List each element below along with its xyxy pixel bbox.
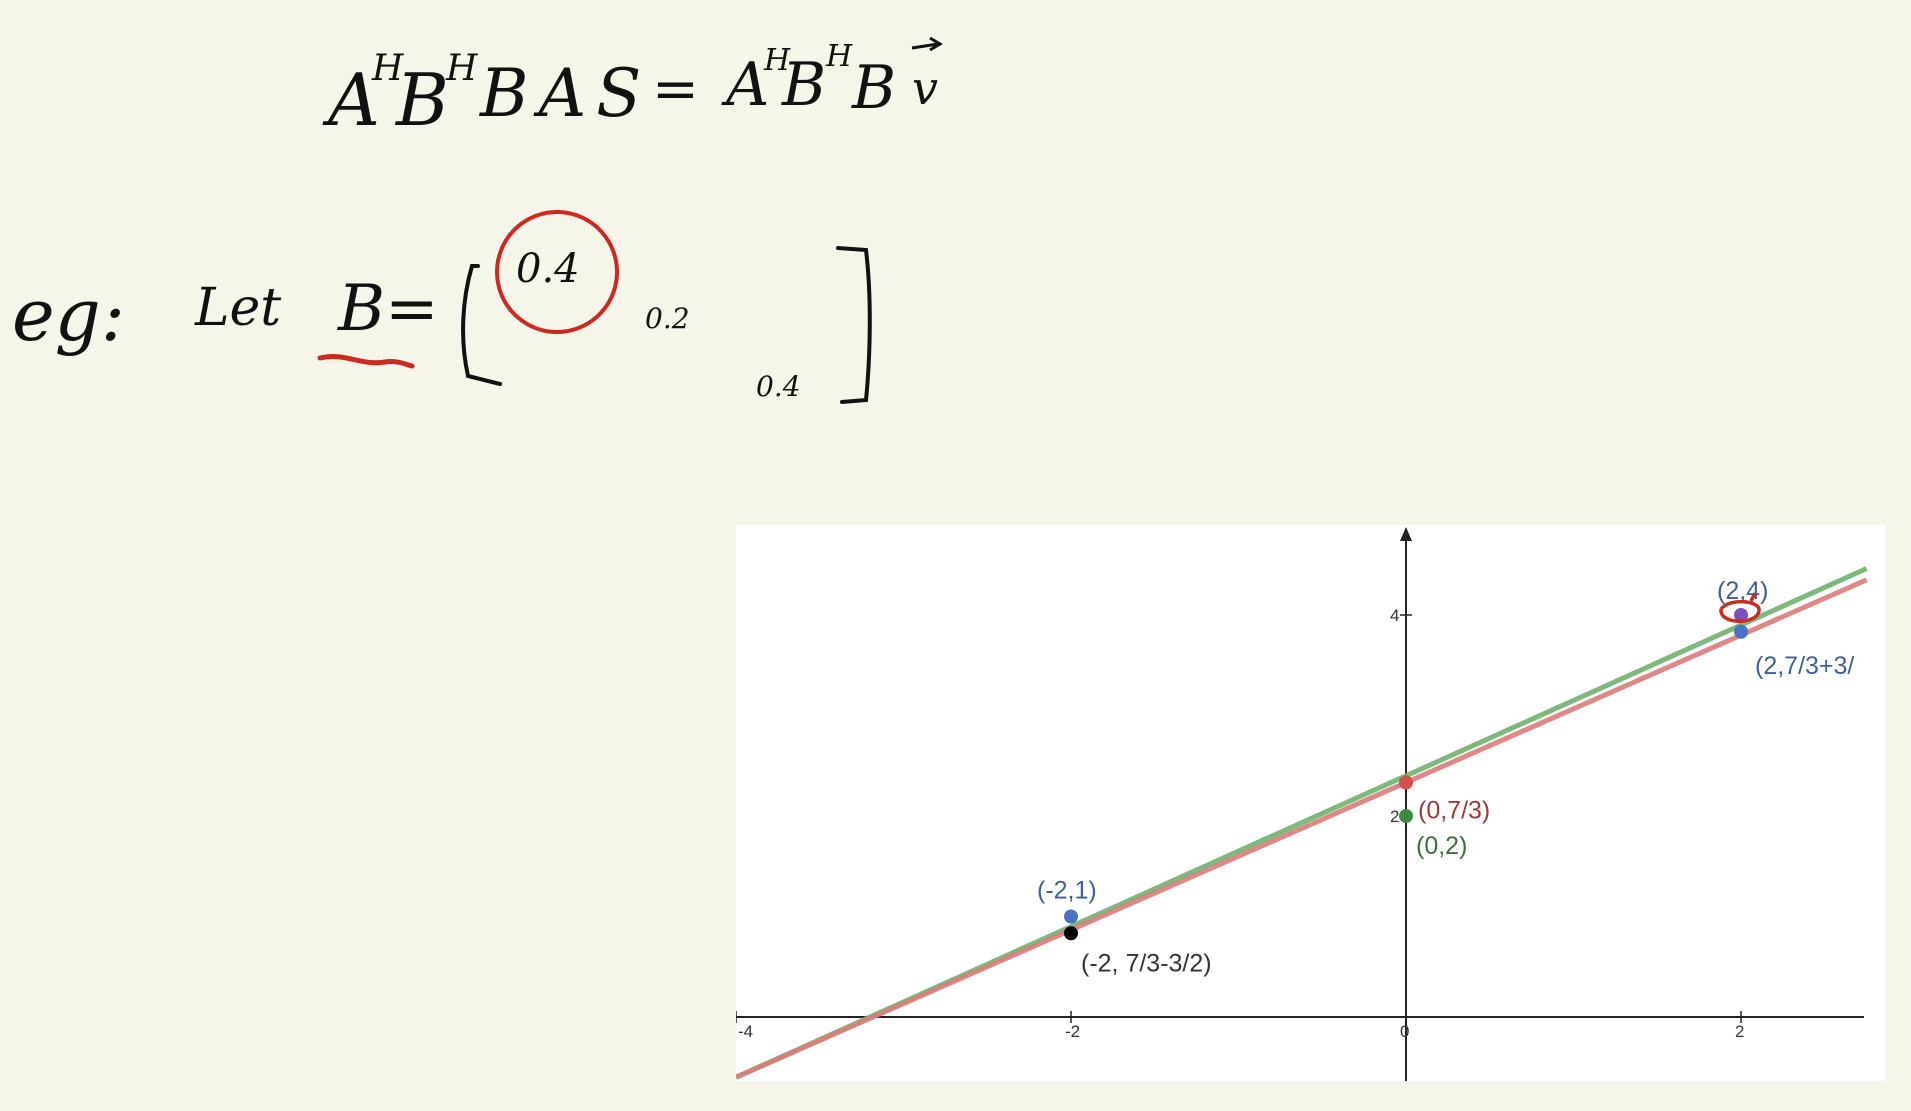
let-word: Let: [194, 278, 281, 338]
data-point: [1734, 624, 1748, 639]
data-point: [1399, 809, 1413, 823]
circle-annotation: [495, 210, 619, 334]
circle-annotation-icon: [1719, 592, 1761, 623]
normal-equation: A H B H BAS = A H B H B v: [322, 36, 943, 142]
example-prefix: eg:: [12, 273, 125, 357]
point-label: (0,2): [1416, 832, 1467, 860]
vector-arrow-icon: [911, 36, 943, 52]
eq-lhs-sup1: H: [371, 48, 404, 89]
eq-rhs-sup1: H: [763, 43, 791, 78]
data-point: [1399, 775, 1413, 790]
matrix-entry-12: 0.2: [645, 302, 690, 335]
eq-lhs-sup2: H: [445, 48, 478, 89]
point-label: (2,7/3+3/: [1755, 652, 1854, 680]
coordinate-graph: -4 -2 0 2 2 4 (-2,1) (-2, 7/3-3/2) (0,7/3) (0,2) (…: [736, 527, 1868, 1081]
left-bracket: [461, 264, 502, 386]
point-label: (-2,1): [1037, 877, 1097, 905]
underline-annotation: [317, 354, 415, 369]
eq-rhs-vec: v: [912, 61, 938, 115]
eq-rhs-sup2: H: [825, 39, 853, 74]
eq-lhs-a: A: [322, 58, 380, 142]
x-tick-label: 0: [1400, 1022, 1409, 1041]
matrix-entry-11: 0.4: [516, 246, 580, 292]
eq-equals: =: [652, 57, 699, 122]
right-bracket: [836, 246, 872, 404]
plot-line: [736, 577, 1868, 1080]
y-tick-label: 2: [1390, 807, 1399, 826]
y-axis-arrow-icon: [1400, 527, 1412, 541]
y-tick-label: 4: [1390, 606, 1399, 625]
point-label: (0,7/3): [1418, 797, 1490, 825]
eq-lhs-tail: BAS: [479, 55, 651, 132]
point-label: (-2, 7/3-3/2): [1081, 949, 1212, 977]
eq-lhs-b: B: [394, 58, 449, 142]
data-point: [1734, 608, 1748, 622]
matrix-entry-22: 0.4: [756, 370, 801, 403]
eq-rhs-tail: B: [851, 53, 896, 123]
handwritten-notes: A H B H BAS = A H B H B v eg: Let B= 0.4…: [12, 36, 943, 404]
x-tick-label: -2: [1065, 1022, 1080, 1041]
data-point: [1064, 909, 1078, 924]
x-tick-label: 2: [1735, 1022, 1744, 1041]
eq-rhs-a: A: [721, 50, 769, 120]
matrix-name: B=: [337, 272, 439, 346]
x-tick-label: -4: [738, 1022, 753, 1041]
eq-rhs-b: B: [781, 50, 826, 120]
data-point: [1064, 926, 1078, 941]
graph-panel: -4 -2 0 2 2 4 (-2,1) (-2, 7/3-3/2) (0,7/3) (0,2) (…: [736, 525, 1885, 1081]
example-definition: eg: Let B= 0.4 0.2 0.4: [12, 210, 872, 404]
